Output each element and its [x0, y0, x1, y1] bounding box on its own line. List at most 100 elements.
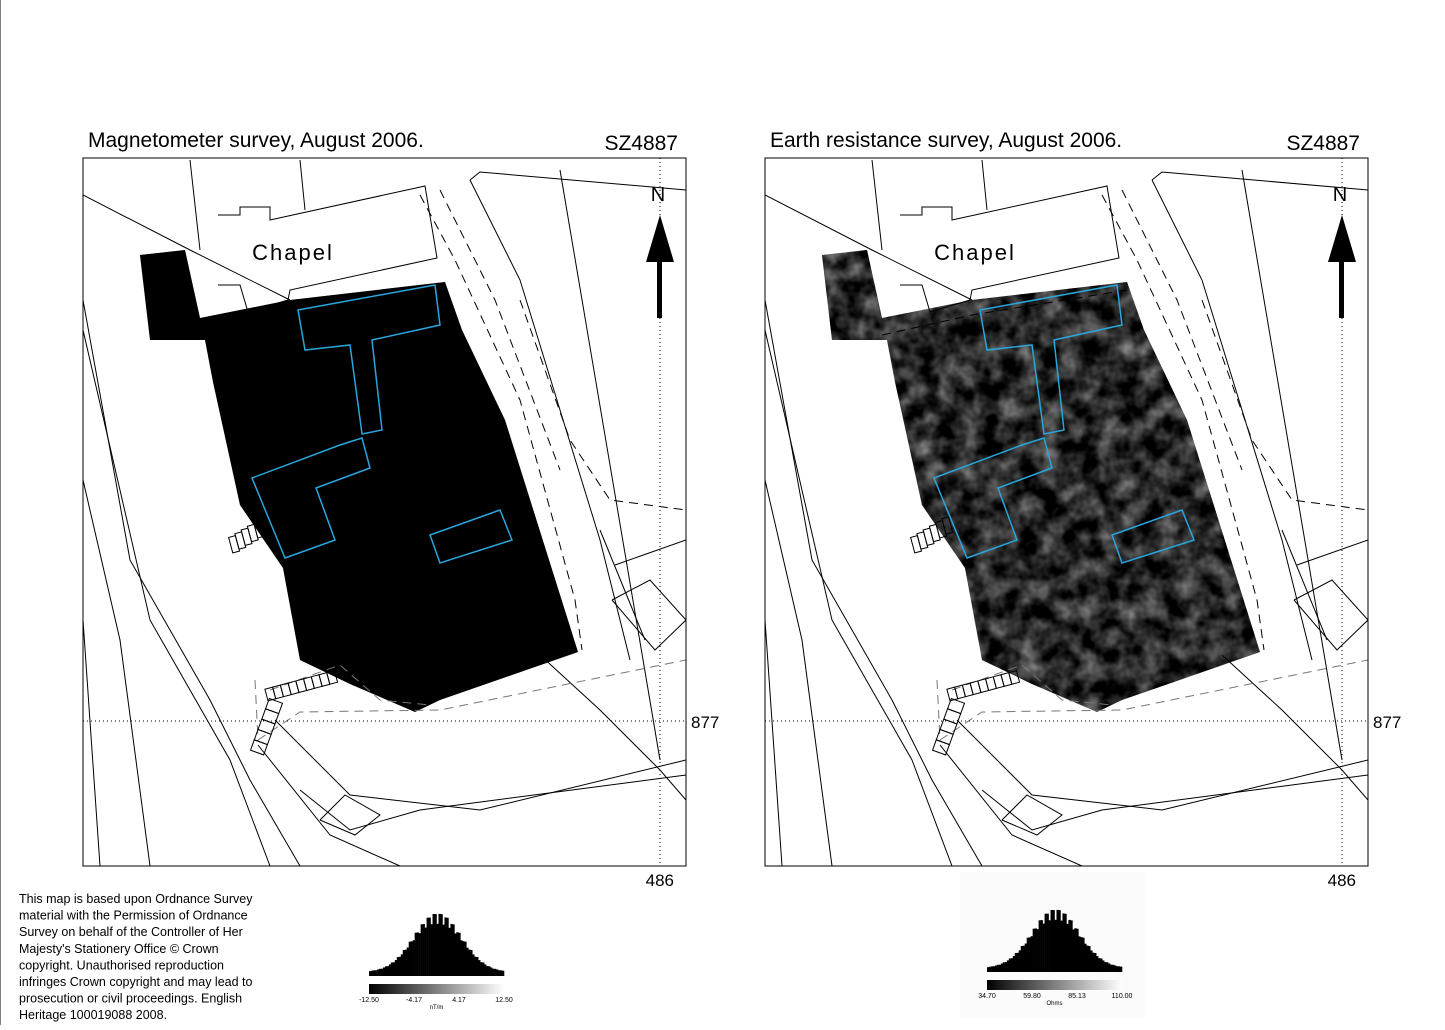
legend-unit: Ohms	[1046, 1001, 1062, 1007]
histogram-bar	[1020, 946, 1024, 972]
map-line	[871, 159, 883, 251]
histogram-bar	[430, 924, 433, 976]
histogram-bar	[987, 967, 990, 972]
histogram-bar	[414, 932, 417, 976]
dashed-line	[936, 659, 1368, 741]
step	[939, 718, 958, 735]
copyright-line: This map is based upon Ordnance Survey	[19, 892, 253, 906]
histogram-bar	[1090, 950, 1093, 972]
histogram-bar	[1108, 963, 1111, 972]
map-line	[274, 719, 686, 811]
copyright-line: material with the Permission of Ordnance	[19, 909, 248, 923]
histogram-bar	[1118, 966, 1121, 972]
histogram-bar	[1040, 920, 1043, 972]
step	[943, 708, 962, 725]
histogram-bar	[1082, 937, 1085, 972]
legend-tick: 110.00	[1112, 993, 1133, 1000]
histogram-bar	[456, 932, 459, 976]
histogram-bar	[428, 917, 431, 976]
histogram-bar	[1000, 963, 1004, 972]
histogram-bar	[1034, 928, 1037, 972]
histogram-bar	[1102, 960, 1105, 972]
histogram-bar	[500, 970, 503, 976]
histogram-bar	[426, 917, 429, 976]
histogram-bar	[1116, 966, 1119, 972]
step	[257, 718, 276, 735]
histogram-bar	[418, 933, 421, 976]
histogram-bar	[408, 941, 411, 976]
map-panel: N Chapel Earth resistance survey, August 2…	[764, 129, 1401, 1017]
histogram-bar	[390, 962, 394, 976]
histogram-bar	[1104, 962, 1107, 972]
histogram-bar	[432, 913, 435, 976]
histogram-bar	[484, 964, 487, 976]
histogram-bar	[398, 956, 402, 976]
step	[1008, 669, 1021, 685]
feature-outline	[979, 284, 1123, 435]
histogram-bar	[480, 962, 483, 976]
legend-tick: 4.17	[452, 997, 466, 1004]
histogram-bar	[1060, 920, 1063, 972]
histogram-bar	[420, 924, 423, 976]
histogram-bar	[1024, 943, 1028, 972]
histogram-bar	[478, 960, 481, 976]
survey-texture	[140, 250, 578, 712]
histogram-bar	[1018, 950, 1022, 972]
histogram-bar	[1006, 960, 1010, 972]
histogram-bar	[1106, 962, 1109, 972]
panel-title: Earth resistance survey, August 2006.	[770, 129, 1122, 152]
histogram-bar	[1052, 910, 1055, 972]
map-line	[83, 299, 301, 866]
histogram-bar	[1068, 919, 1071, 972]
histogram-bar	[382, 967, 386, 976]
grid-reference: SZ4887	[1286, 132, 1360, 155]
map-line	[189, 159, 201, 251]
map-line	[1151, 179, 1313, 661]
histogram-bar	[416, 932, 419, 976]
histogram-bar	[1032, 928, 1035, 972]
histogram-bar	[450, 923, 453, 976]
legend-tick: 59.80	[1023, 993, 1041, 1000]
histogram-bar	[470, 950, 473, 976]
histogram-bar	[460, 940, 463, 976]
histogram-bar	[1120, 966, 1123, 972]
map-frame	[764, 157, 1369, 867]
histogram-bar	[452, 924, 455, 976]
histogram-bar	[1092, 952, 1095, 972]
histogram-bar	[406, 947, 410, 976]
histogram-bar	[1110, 964, 1113, 972]
histogram-bar	[369, 971, 372, 976]
histogram-bar	[424, 927, 427, 976]
north-label: N	[1333, 184, 1347, 206]
histogram-bar	[1094, 953, 1097, 972]
histogram-bar	[1016, 952, 1020, 972]
histogram-bar	[464, 941, 467, 976]
histogram-bar	[434, 914, 437, 976]
histogram-bar	[1062, 913, 1065, 972]
legend: 34.70 59.80 85.13 110.00 Ohms	[960, 872, 1146, 1017]
histogram-bar	[372, 970, 376, 976]
map-line	[765, 329, 953, 866]
map-line	[1241, 169, 1343, 761]
histogram-bar	[454, 933, 457, 976]
histogram-bar	[440, 914, 443, 976]
histogram-bar	[482, 962, 485, 976]
histogram-bar	[1046, 913, 1049, 972]
histogram-bar	[496, 969, 499, 976]
histogram-bar	[1088, 946, 1091, 972]
map-line	[1151, 171, 1368, 191]
map-lines	[765, 158, 1368, 866]
grid-reference: SZ4887	[604, 132, 678, 155]
histogram-bar	[1014, 953, 1018, 972]
map-line	[1281, 529, 1328, 641]
histogram-bar	[474, 956, 477, 976]
histogram-bar	[402, 950, 406, 976]
histogram-bar	[1026, 937, 1029, 972]
copyright-note: This map is based upon Ordnance Survey ma…	[19, 892, 253, 1022]
histogram-bar	[442, 924, 445, 976]
step	[261, 708, 280, 725]
step	[249, 739, 269, 756]
histogram-bar	[990, 966, 994, 972]
histogram-bar	[1100, 958, 1103, 972]
